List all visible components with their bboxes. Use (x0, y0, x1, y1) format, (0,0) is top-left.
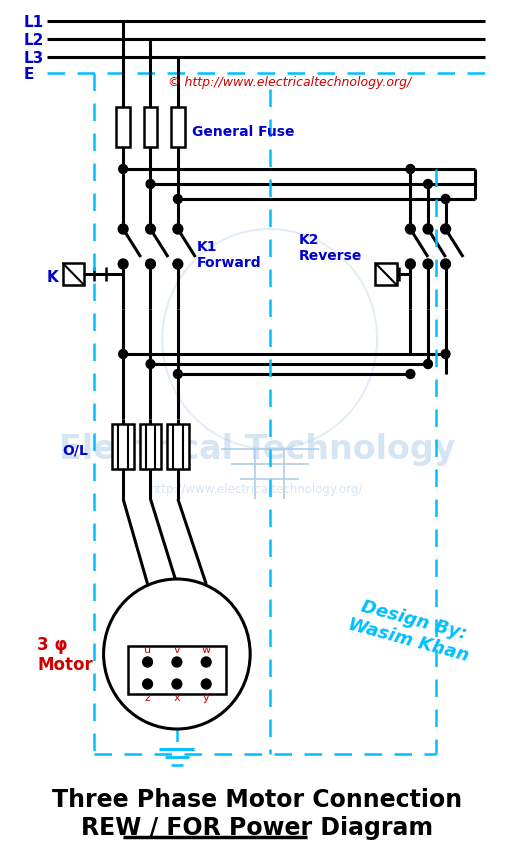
Circle shape (441, 195, 450, 204)
Bar (140, 424, 161, 469)
Circle shape (118, 260, 128, 270)
Text: O/L: O/L (63, 442, 88, 457)
Circle shape (104, 579, 250, 729)
Circle shape (424, 360, 432, 369)
Text: Motor: Motor (37, 655, 93, 673)
Circle shape (440, 260, 450, 270)
Circle shape (423, 225, 433, 234)
Circle shape (406, 370, 415, 379)
Circle shape (173, 225, 183, 234)
Bar (63, 263, 84, 285)
Circle shape (424, 181, 432, 189)
Circle shape (143, 657, 153, 667)
Bar (128, 646, 226, 694)
Text: K2
Reverse: K2 Reverse (299, 233, 362, 262)
Text: v: v (174, 644, 180, 654)
Circle shape (173, 370, 182, 379)
Text: L2: L2 (24, 32, 44, 48)
Text: Electrical Technology: Electrical Technology (59, 433, 455, 466)
Circle shape (145, 260, 155, 270)
Text: L3: L3 (24, 50, 44, 66)
Text: x: x (174, 692, 180, 702)
Circle shape (119, 350, 127, 359)
Circle shape (146, 360, 155, 369)
Text: K: K (47, 269, 59, 285)
Circle shape (173, 195, 182, 204)
Circle shape (172, 679, 182, 689)
Text: © http://www.electricaltechnology.org/: © http://www.electricaltechnology.org/ (168, 76, 411, 89)
Text: General Fuse: General Fuse (192, 125, 294, 139)
Text: http://www.electricaltechnology.org/: http://www.electricaltechnology.org/ (150, 483, 364, 496)
Text: 3 φ: 3 φ (37, 636, 68, 653)
Circle shape (440, 225, 450, 234)
Circle shape (423, 260, 433, 270)
Text: L1: L1 (24, 14, 44, 30)
Circle shape (406, 260, 415, 270)
Circle shape (145, 225, 155, 234)
Circle shape (146, 181, 155, 189)
Circle shape (201, 679, 211, 689)
Text: Three Phase Motor Connection: Three Phase Motor Connection (52, 787, 462, 811)
Circle shape (406, 225, 415, 234)
Bar (167, 424, 189, 469)
Bar (116, 108, 130, 148)
Text: y: y (203, 692, 210, 702)
Circle shape (201, 657, 211, 667)
Circle shape (118, 225, 128, 234)
Circle shape (119, 165, 127, 175)
Text: z: z (144, 692, 151, 702)
Circle shape (441, 350, 450, 359)
Text: E: E (24, 66, 34, 82)
Circle shape (143, 679, 153, 689)
Circle shape (173, 260, 183, 270)
Circle shape (172, 657, 182, 667)
Bar (171, 108, 185, 148)
Text: w: w (201, 644, 211, 654)
Text: REW / FOR Power Diagram: REW / FOR Power Diagram (81, 815, 433, 839)
Bar (375, 263, 397, 285)
Text: u: u (144, 644, 151, 654)
Text: K1
Forward: K1 Forward (196, 239, 261, 270)
Bar (113, 424, 134, 469)
Text: Design By:
Wasim Khan: Design By: Wasim Khan (346, 595, 476, 664)
Circle shape (406, 165, 415, 175)
Bar (143, 108, 157, 148)
